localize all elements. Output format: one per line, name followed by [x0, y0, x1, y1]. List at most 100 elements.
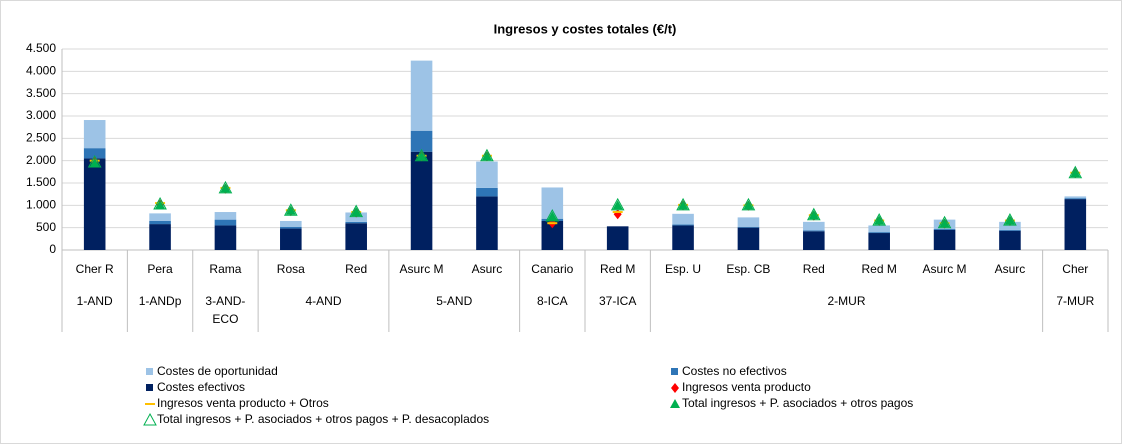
y-tick-label: 0: [49, 242, 56, 256]
y-tick-label: 2.000: [26, 153, 56, 167]
x-tick-label: Asurc M: [923, 262, 967, 276]
bar-segment: [476, 161, 498, 188]
bar-segment: [214, 225, 237, 250]
marker: [612, 200, 623, 210]
bar-segment: [868, 232, 890, 234]
marker: [676, 197, 690, 211]
bar-segment: [541, 187, 564, 219]
marker: [416, 151, 427, 161]
marker: [285, 205, 296, 215]
x-tick-label: Esp. CB: [726, 262, 770, 276]
group-label: 4-AND: [305, 294, 341, 308]
y-tick-label: 3.000: [26, 108, 56, 122]
marker: [351, 207, 362, 217]
marker: [155, 199, 166, 209]
bar-segment: [83, 120, 106, 149]
bar-segment: [672, 224, 694, 226]
marker: [806, 207, 821, 221]
marker: [743, 200, 754, 210]
marker: [1004, 215, 1015, 225]
x-tick-label: Red M: [862, 262, 897, 276]
legend-swatch: [146, 384, 153, 391]
marker: [1003, 213, 1017, 226]
x-tick-label: Cher: [1062, 262, 1088, 276]
bar-segment: [83, 158, 106, 250]
marker: [872, 213, 887, 226]
x-tick-label: Red: [803, 262, 825, 276]
legend-marker: [670, 399, 680, 408]
legend-label: Costes efectivos: [157, 380, 245, 394]
bar-segment: [214, 212, 237, 220]
marker: [1070, 168, 1081, 178]
bar-segment: [1064, 199, 1087, 250]
bar-segment: [214, 219, 237, 226]
bar-segment: [345, 221, 367, 224]
y-tick-label: 4.500: [26, 41, 56, 55]
x-tick-label: Rama: [209, 262, 241, 276]
group-label: 37-ICA: [599, 294, 636, 308]
x-tick-label: Asurc: [472, 262, 503, 276]
y-tick-label: 4.000: [26, 64, 56, 78]
group-label: 5-AND: [436, 294, 472, 308]
legend-label: Total ingresos + P. asociados + otros pa…: [682, 396, 913, 410]
bar-segment: [999, 229, 1021, 231]
bar-segment: [737, 226, 760, 228]
x-tick-label: Canario: [531, 262, 573, 276]
legend-label: Ingresos venta producto + Otros: [157, 396, 329, 410]
x-tick-label: Esp. U: [665, 262, 701, 276]
legend-label: Ingresos venta producto: [682, 380, 811, 394]
bar-segment: [933, 229, 956, 230]
bar-segment: [672, 225, 694, 250]
group-label: 7-MUR: [1056, 294, 1094, 308]
bar-segment: [410, 130, 433, 152]
bar-segment: [410, 60, 433, 131]
x-tick-label: Asurc M: [400, 262, 444, 276]
group-label: 2-MUR: [828, 294, 866, 308]
bar-segment: [541, 220, 564, 250]
bar-segment: [803, 231, 825, 250]
group-label: 8-ICA: [537, 294, 568, 308]
marker: [481, 151, 492, 161]
bar-segment: [280, 226, 302, 229]
bar-segment: [803, 230, 825, 232]
bar-segment: [868, 225, 890, 233]
marker: [283, 203, 298, 216]
x-tick-label: Cher R: [76, 262, 114, 276]
marker: [414, 148, 429, 162]
x-tick-label: Red: [345, 262, 367, 276]
legend-marker: [671, 383, 679, 393]
x-tick-label: Red M: [600, 262, 635, 276]
x-tick-label: Rosa: [277, 262, 305, 276]
group-label: 1-AND: [77, 294, 113, 308]
bar-segment: [737, 217, 760, 227]
x-tick-label: Pera: [147, 262, 173, 276]
y-tick-label: 1.500: [26, 175, 56, 189]
marker: [874, 215, 885, 225]
x-tick-label: Asurc: [995, 262, 1026, 276]
bar-segment: [83, 148, 106, 159]
marker: [808, 210, 819, 220]
marker: [939, 218, 950, 228]
legend-label: Total ingresos + P. asociados + otros pa…: [157, 412, 489, 426]
bar-segment: [280, 228, 302, 250]
y-tick-label: 2.500: [26, 131, 56, 145]
chart-title: Ingresos y costes totales (€/t): [494, 21, 677, 36]
marker: [480, 148, 494, 162]
bar-segment: [280, 220, 302, 227]
marker: [220, 183, 231, 193]
bar-segment: [1064, 198, 1087, 200]
bar-segment: [149, 213, 171, 221]
group-label: 1-ANDp: [139, 294, 182, 308]
marker: [1068, 165, 1083, 179]
marker: [87, 154, 102, 168]
legend-label: Costes de oportunidad: [157, 364, 278, 378]
bar-segment: [672, 213, 694, 225]
marker: [545, 209, 560, 222]
bar-segment: [803, 221, 825, 231]
legend-swatch: [146, 368, 153, 375]
bar-segment: [149, 220, 171, 225]
legend-label: Costes no efectivos: [682, 364, 787, 378]
bar-segment: [606, 226, 629, 250]
bar-segment: [476, 196, 498, 250]
